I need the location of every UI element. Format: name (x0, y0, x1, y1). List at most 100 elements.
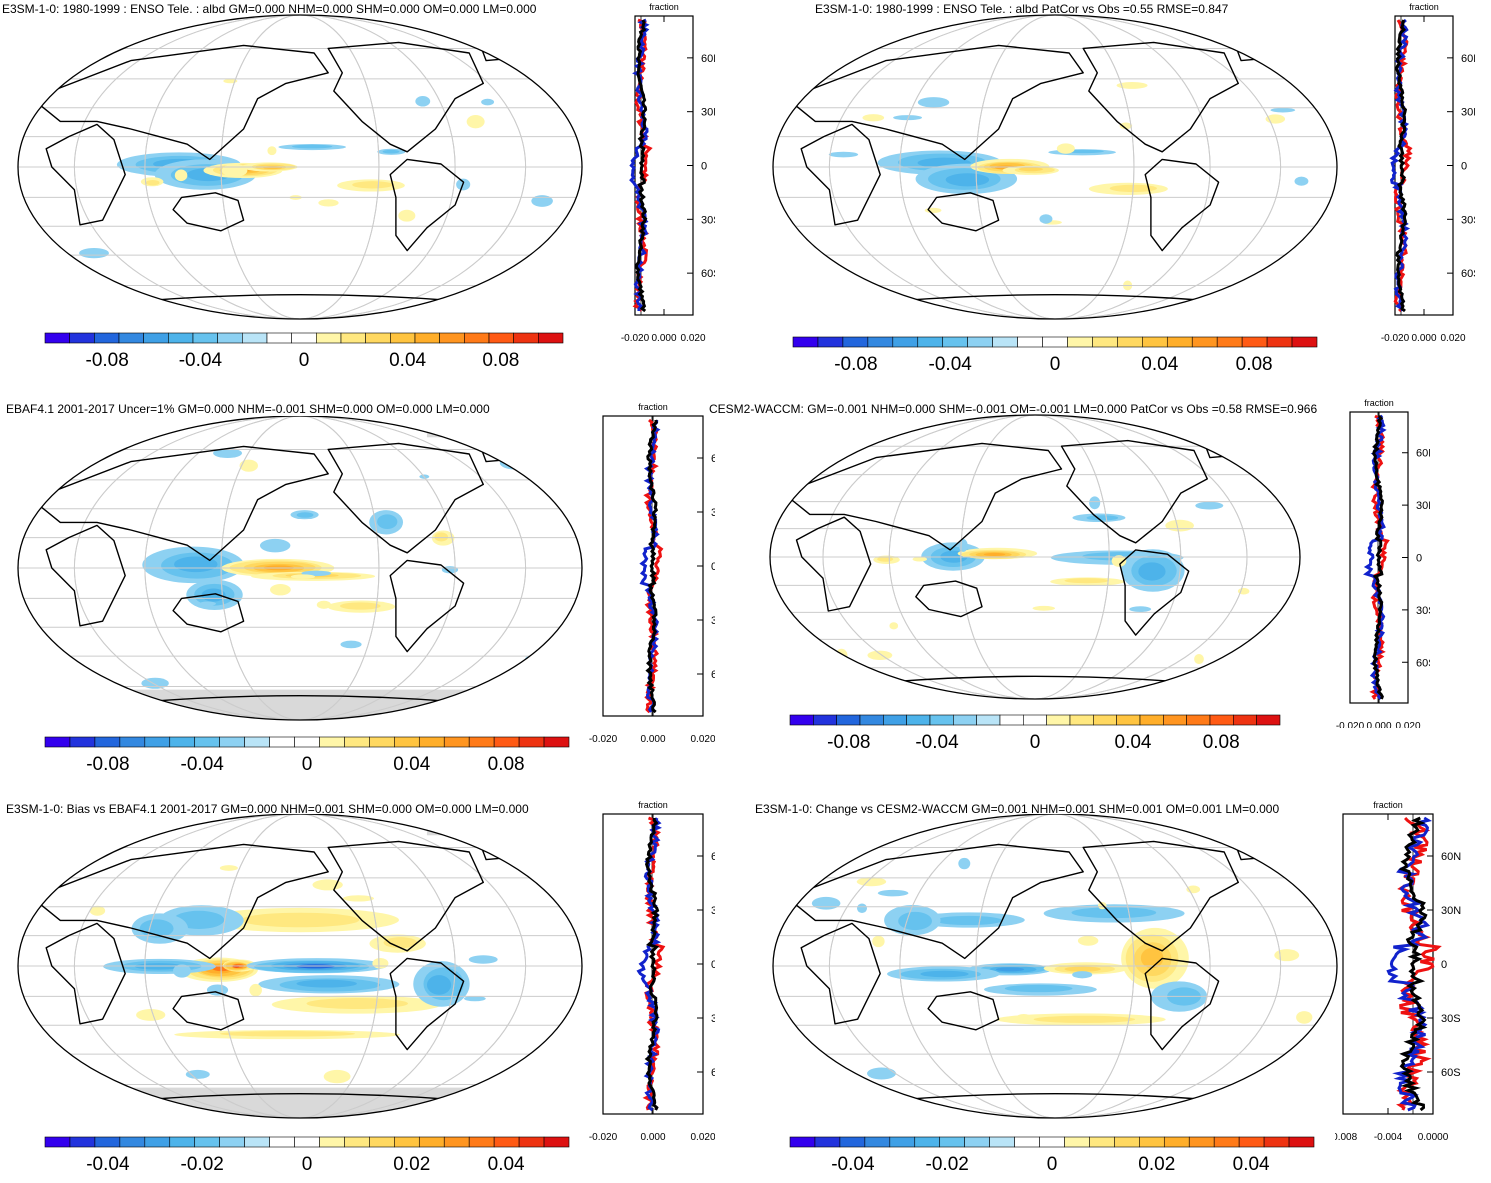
colorbar-swatch (244, 736, 270, 748)
panel-title: E3SM-1-0: 1980-1999 : ENSO Tele. : albd … (2, 2, 537, 16)
colorbar-swatch (418, 736, 445, 748)
zonal-mean-profile: fraction -0.008 -0.004 0.0000 60N 30N 0 30S 60S (1335, 800, 1461, 1141)
coastlines (31, 430, 527, 703)
coastlines (782, 428, 1248, 683)
field-contour (983, 552, 1006, 556)
colorbar-swatch (488, 332, 514, 344)
colorbar-swatch (1117, 336, 1143, 348)
colorbar-label: 0.02 (393, 1154, 430, 1175)
red-profile-line (643, 418, 664, 714)
colorbar-swatch (513, 332, 539, 344)
colorbar-swatch (192, 332, 218, 344)
profile-xtick-label: 0.020 (690, 734, 715, 743)
black-profile-line (1394, 19, 1408, 313)
colorbar-swatch (964, 1136, 990, 1148)
field-contour (1270, 107, 1296, 113)
world-map (17, 814, 583, 1119)
profile-xlabel: fraction (1373, 800, 1403, 810)
colorbar-label: 0.04 (1115, 732, 1152, 753)
colorbar-swatch (1213, 1136, 1240, 1148)
colorbar-swatch (942, 336, 968, 348)
colorbar-swatch (929, 714, 954, 726)
colorbar-swatch (1216, 336, 1243, 348)
profile-ytick-label: 60S (711, 1067, 715, 1079)
field-contour (945, 173, 990, 187)
colorbar-swatch (1263, 1136, 1290, 1148)
panel-title: E3SM-1-0: 1980-1999 : ENSO Tele. : albd … (815, 2, 1229, 16)
map-border (17, 416, 583, 721)
colorbar-swatch (989, 1136, 1015, 1148)
field-contour (1294, 176, 1309, 186)
profile-ytick-label: 30S (1461, 214, 1475, 226)
field-contour (316, 600, 332, 609)
colorbar-swatch (119, 736, 146, 748)
colorbar-swatch (1186, 714, 1211, 726)
profile-ytick-label: 60N (1441, 851, 1461, 863)
field-contour (1265, 114, 1286, 124)
colorbar-swatch (319, 736, 345, 748)
profile-ytick-label: 30N (1441, 905, 1461, 917)
colorbar: -0.08 -0.04 0 0.04 0.08 (44, 736, 570, 783)
colorbar-swatch (817, 336, 844, 348)
profile-ytick-label: 30N (711, 507, 715, 519)
field-contour (912, 556, 927, 562)
world-map (772, 814, 1338, 1119)
profile-xtick-label: 0.020 (1395, 721, 1420, 728)
colorbar-swatch (439, 332, 465, 344)
field-contour (468, 955, 498, 964)
profile-ytick-label: 60S (701, 268, 715, 280)
field-contour (219, 865, 238, 871)
black-profile-line (644, 818, 660, 1111)
map-border (772, 814, 1338, 1119)
colorbar-label: 0 (299, 350, 310, 371)
map-border (17, 14, 583, 320)
missing-data-region (18, 689, 582, 720)
colorbar-swatch (169, 1136, 196, 1148)
colorbar-swatch (1209, 714, 1234, 726)
field-contour (306, 998, 409, 1009)
colorbar-swatch (194, 736, 220, 748)
field-contour (1296, 1011, 1313, 1024)
colorbar-swatch (365, 332, 391, 344)
colorbar-swatch (319, 1136, 345, 1148)
field-contour (1033, 1015, 1136, 1023)
colorbar-swatch (976, 714, 1001, 726)
field-contour (1140, 947, 1164, 969)
field-contour (1255, 646, 1271, 661)
field-contour (1016, 1014, 1031, 1021)
colorbar-swatch (219, 736, 245, 748)
colorbar-swatch (468, 736, 495, 748)
profile-ytick-label: 0 (1441, 959, 1447, 971)
colorbar-swatch (839, 1136, 866, 1148)
colorbar-swatch (493, 736, 520, 748)
colorbar-swatch (992, 336, 1018, 348)
field-contour (1194, 653, 1204, 665)
field-contour (1195, 501, 1224, 510)
field-contour (340, 640, 362, 649)
colorbar-swatch (518, 736, 545, 748)
colorbar-swatch (143, 332, 169, 344)
colorbar-swatch (953, 714, 977, 726)
colorbar-swatch (1291, 336, 1318, 348)
profile-xtick-label: -0.020 (621, 333, 650, 344)
colorbar-swatch (792, 336, 819, 348)
colorbar-label: 0 (1047, 1154, 1058, 1175)
colorbar-swatch (294, 736, 320, 748)
colorbar-swatch (789, 1136, 816, 1148)
colorbar-swatch (69, 332, 95, 344)
panel-bias-vs-ebaf: E3SM-1-0: Bias vs EBAF4.1 2001-2017 GM=0… (0, 796, 740, 1175)
colorbar-swatch (493, 1136, 520, 1148)
colorbar: -0.08 -0.04 0 0.04 0.08 (792, 336, 1318, 383)
field-contour (924, 207, 942, 214)
field-contour (511, 270, 526, 277)
colorbar-swatch (842, 336, 869, 348)
coastlines (786, 29, 1282, 302)
field-contour (1077, 935, 1099, 946)
colorbar-label: -0.08 (834, 354, 877, 375)
panel-enso-e3sm-patcor: E3SM-1-0: 1980-1999 : ENSO Tele. : albd … (745, 0, 1491, 380)
panel-title: EBAF4.1 2001-2017 Uncer=1% GM=0.000 NHM=… (6, 402, 490, 416)
zonal-mean-profile: fraction -0.020 0.000 0.020 60N 30N 0 30S 60S (589, 402, 715, 743)
colorbar-label: -0.04 (181, 754, 225, 775)
colorbar-swatch (543, 1136, 570, 1148)
colorbar-swatch (242, 332, 268, 344)
